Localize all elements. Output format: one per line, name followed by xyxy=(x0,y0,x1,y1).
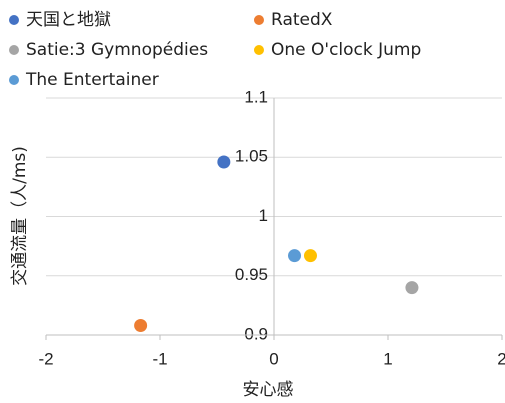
y-axis-label: 交通流量（人/ms) xyxy=(10,146,30,286)
legend-label: One O'clock Jump xyxy=(271,40,421,60)
legend-marker xyxy=(254,45,264,55)
legend-label: Satie:3 Gymnopédies xyxy=(26,40,208,60)
x-tick-label: 2 xyxy=(497,349,505,368)
y-tick-label: 0.95 xyxy=(235,265,268,284)
y-tick-label: 1.1 xyxy=(244,87,268,106)
legend-label: RatedX xyxy=(271,10,333,30)
x-tick-label: -2 xyxy=(38,349,53,368)
legend-marker xyxy=(254,15,264,25)
legend-marker xyxy=(9,45,19,55)
x-tick-label: 1 xyxy=(383,349,392,368)
point xyxy=(217,155,231,169)
legend-label: The Entertainer xyxy=(25,70,159,90)
y-tick-label: 1 xyxy=(259,206,268,225)
legend-label: 天国と地獄 xyxy=(26,10,111,30)
y-tick-label: 1.05 xyxy=(235,147,268,166)
x-tick-label: -1 xyxy=(152,349,167,368)
x-axis-label: 安心感 xyxy=(243,380,294,400)
x-tick-label: 0 xyxy=(269,349,278,368)
y-tick-label: 0.9 xyxy=(244,324,268,343)
point xyxy=(288,249,302,263)
point xyxy=(303,249,317,263)
point xyxy=(405,281,419,295)
legend-marker xyxy=(9,15,19,25)
legend-marker xyxy=(9,75,19,85)
point xyxy=(134,319,148,333)
